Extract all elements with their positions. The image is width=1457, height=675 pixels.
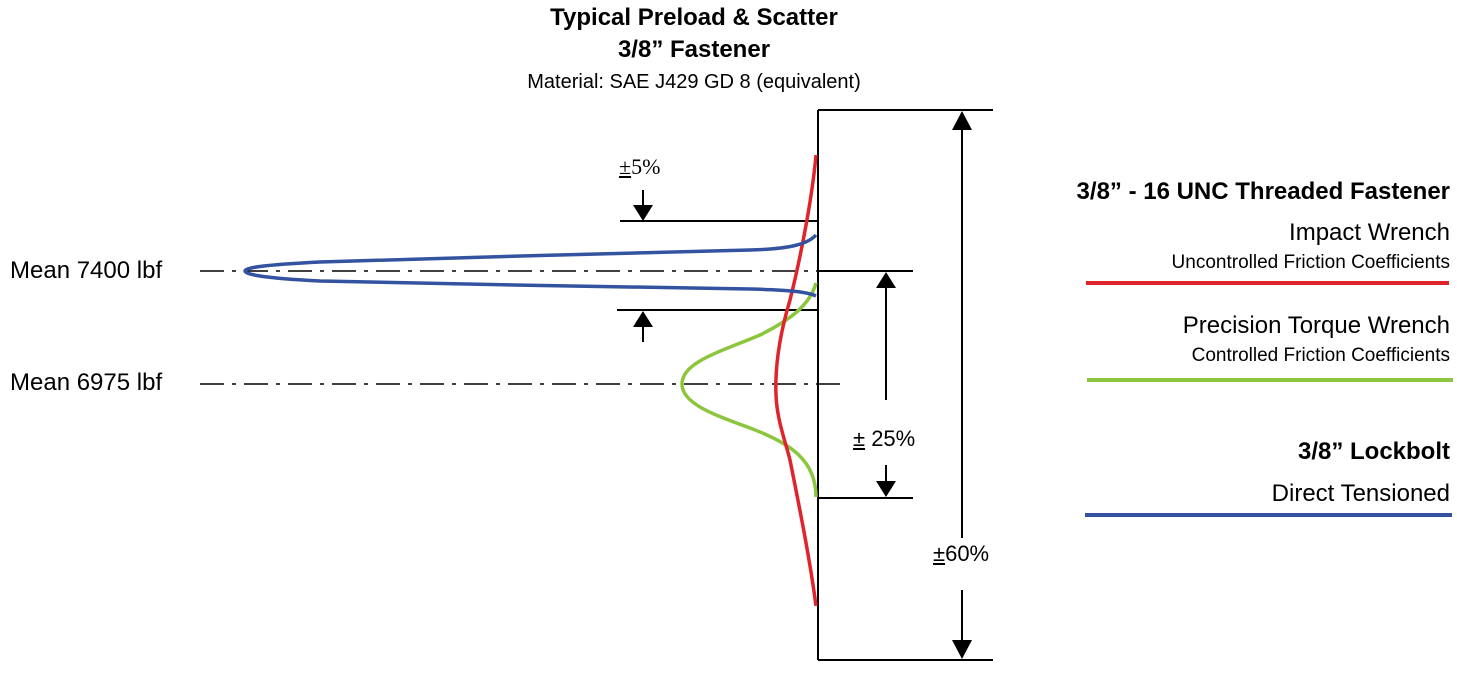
diagram-subtitle-fastener: 3/8” Fastener (617, 36, 771, 63)
legend-lockbolt-sub: Direct Tensioned (1271, 480, 1450, 507)
dimension-arrow-25 (876, 272, 896, 497)
curve-lockbolt (243, 233, 818, 298)
curve-precision-torque-wrench (680, 282, 818, 498)
legend-group-threaded-fastener: 3/8” - 16 UNC Threaded Fastener (1076, 178, 1450, 205)
legend-lockbolt: 3/8” Lockbolt (1297, 438, 1450, 465)
tolerance-label-25: ± 25% (853, 426, 916, 451)
arrow-up-icon (952, 111, 972, 130)
plus-minus-sign: ± (933, 541, 946, 566)
arrow-up-icon (633, 311, 653, 327)
material-label: Material: SAE J429 GD 8 (equivalent) (527, 71, 861, 93)
legend-impact-wrench-sub: Uncontrolled Friction Coefficients (1171, 252, 1450, 273)
legend-precision-torque-wrench: Precision Torque Wrench (1182, 312, 1450, 339)
tolerance-label-60: ±60% (933, 541, 990, 566)
curve-impact-wrench (774, 154, 818, 607)
legend-precision-torque-wrench-sub: Controlled Friction Coefficients (1191, 345, 1450, 366)
dimension-arrow-60 (952, 111, 972, 659)
arrow-down-icon (633, 205, 653, 221)
plus-minus-sign: ± (853, 426, 866, 451)
arrow-up-icon (876, 272, 896, 288)
diagram-title: Typical Preload & Scatter (550, 4, 838, 31)
axis-bracket (617, 109, 993, 661)
legend-impact-wrench: Impact Wrench (1289, 219, 1450, 246)
plus-minus-sign: ± (619, 154, 632, 179)
mean-label-lockbolt: Mean 7400 lbf (10, 257, 163, 284)
mean-label-torque-wrench: Mean 6975 lbf (10, 369, 163, 396)
arrow-down-icon (876, 481, 896, 497)
arrow-down-icon (952, 640, 972, 659)
dimension-arrow-5 (633, 190, 653, 342)
tolerance-label-5: ±5% (619, 154, 661, 179)
